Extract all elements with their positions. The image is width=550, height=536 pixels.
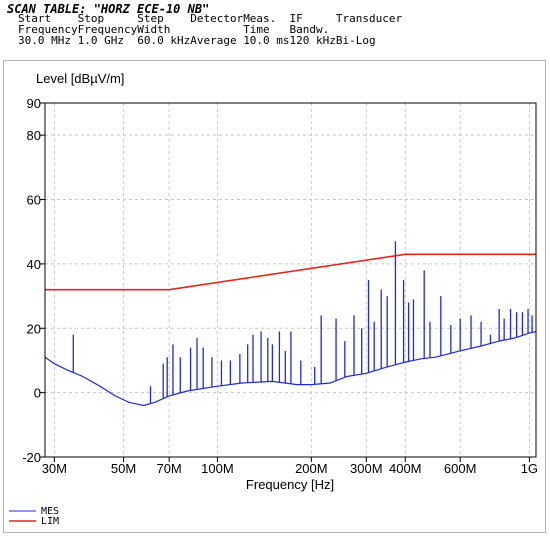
- step-label-2: Width: [137, 23, 171, 36]
- detector-label-1: Detector: [190, 12, 244, 25]
- start-label-2: Frequency: [18, 23, 78, 36]
- x-tick-label: 1G: [521, 461, 538, 476]
- x-tick-label: 400M: [389, 461, 422, 476]
- grid: [45, 102, 536, 458]
- if-label-2: Bandw.: [289, 23, 330, 36]
- y-tick-label: 40: [27, 257, 41, 272]
- x-tick-label: 600M: [444, 461, 477, 476]
- x-tick-label: 300M: [350, 461, 383, 476]
- meas-label-1: Meas.: [243, 12, 277, 25]
- start-label-1: Start: [18, 12, 52, 25]
- y-axis-label: Level [dBµV/m]: [36, 71, 124, 86]
- parameter-labels-row-1: Start Stop Step Detector Meas. IF Transd…: [18, 13, 402, 24]
- y-tick-label: 20: [27, 321, 41, 336]
- scan-parameters-table: Start Stop Step Detector Meas. IF Transd…: [18, 13, 402, 46]
- lim-line: [45, 253, 536, 291]
- stop-frequency-value: 1.0 GHz: [77, 34, 124, 47]
- legend-lim-label: LIM: [41, 516, 59, 527]
- detector-value: Average: [190, 34, 237, 47]
- plot-area-border: [44, 102, 537, 458]
- x-axis-label: Frequency [Hz]: [246, 477, 334, 492]
- meas-time-value: 10.0 ms: [243, 34, 290, 47]
- parameter-labels-row-2: Frequency Frequency Width Time Bandw.: [18, 24, 402, 35]
- x-tick-label: 100M: [201, 461, 234, 476]
- x-tick-label: 50M: [111, 461, 136, 476]
- step-label-1: Step: [137, 12, 164, 25]
- x-ticks: 30M 50M 70M 100M 200M 300M 400M 600M 1G: [42, 457, 538, 476]
- legend-mes-label: MES: [41, 506, 59, 517]
- y-tick-label: 80: [27, 128, 41, 143]
- transducer-value: Bi-Log: [335, 34, 376, 47]
- x-tick-label: 200M: [295, 461, 328, 476]
- start-frequency-value: 30.0 MHz: [18, 34, 71, 47]
- stop-label-2: Frequency: [77, 23, 138, 36]
- meas-label-2: Time: [243, 23, 270, 36]
- y-tick-label: 60: [27, 193, 41, 208]
- y-tick-label: 0: [34, 386, 41, 401]
- parameter-values-row: 30.0 MHz 1.0 GHz 60.0 kHz Average 10.0 m…: [18, 35, 402, 46]
- x-tick-label: 30M: [42, 461, 67, 476]
- x-tick-label: 70M: [156, 461, 181, 476]
- stop-label-1: Stop: [77, 12, 105, 25]
- mes-baseline: [44, 330, 537, 407]
- y-tick-label: -20: [22, 450, 41, 465]
- y-ticks: -20 0 20 40 60 80 90: [22, 96, 45, 465]
- if-bandwidth-value: 120 kHz: [289, 34, 336, 47]
- y-tick-label: 90: [27, 96, 41, 111]
- if-label-1: IF: [289, 12, 303, 25]
- chart-frame: [3, 60, 546, 533]
- transducer-label-1: Transducer: [335, 12, 403, 25]
- legend: MES LIM: [9, 506, 59, 527]
- series-mes: [44, 241, 537, 407]
- series-lim: [45, 253, 536, 291]
- step-width-value: 60.0 kHz: [137, 34, 191, 47]
- scan-table-title: SCAN TABLE: "HORZ ECE-10 NB": [7, 2, 210, 16]
